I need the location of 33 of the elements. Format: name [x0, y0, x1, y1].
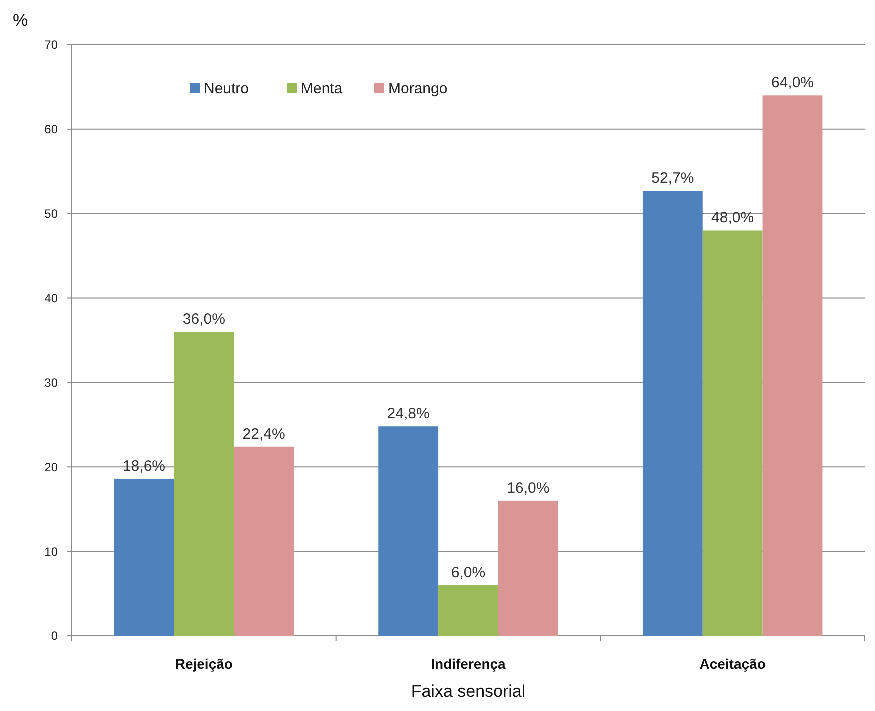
- y-tick-label: 30: [44, 376, 58, 390]
- bar: [762, 96, 823, 636]
- y-tick-label: 70: [44, 38, 58, 52]
- y-axis-title: %: [13, 11, 28, 30]
- bar: [234, 446, 294, 636]
- y-tick-label: 50: [44, 207, 58, 222]
- bar: [702, 230, 763, 636]
- x-tick-label: Indiferença: [431, 656, 506, 672]
- x-axis-title: Faixa sensorial: [411, 682, 526, 701]
- y-tick-label: 0: [51, 629, 58, 644]
- data-label: 48,0%: [712, 210, 754, 227]
- bar: [498, 500, 558, 636]
- data-label: 6,0%: [451, 564, 486, 582]
- y-tick-label: 10: [44, 544, 58, 559]
- x-tick-label: Rejeição: [175, 656, 233, 672]
- data-label: 24,8%: [387, 406, 430, 423]
- legend-label: Menta: [301, 80, 344, 98]
- data-label: 22,4%: [242, 426, 286, 443]
- bar: [174, 332, 234, 636]
- bar: [114, 478, 174, 636]
- data-label: 16,0%: [507, 480, 550, 497]
- data-label: 52,7%: [652, 170, 694, 188]
- bar: [438, 585, 498, 636]
- data-label: 36,0%: [182, 311, 226, 328]
- y-tick-label: 60: [44, 122, 58, 137]
- data-label: 64,0%: [771, 74, 814, 92]
- legend-label: Morango: [388, 80, 448, 98]
- bar: [378, 426, 439, 636]
- bar: [642, 191, 703, 636]
- y-tick-label: 40: [44, 291, 58, 306]
- x-tick-label: Aceitação: [700, 656, 766, 672]
- y-tick-label: 20: [44, 460, 58, 474]
- legend-label: Neutro: [204, 80, 250, 98]
